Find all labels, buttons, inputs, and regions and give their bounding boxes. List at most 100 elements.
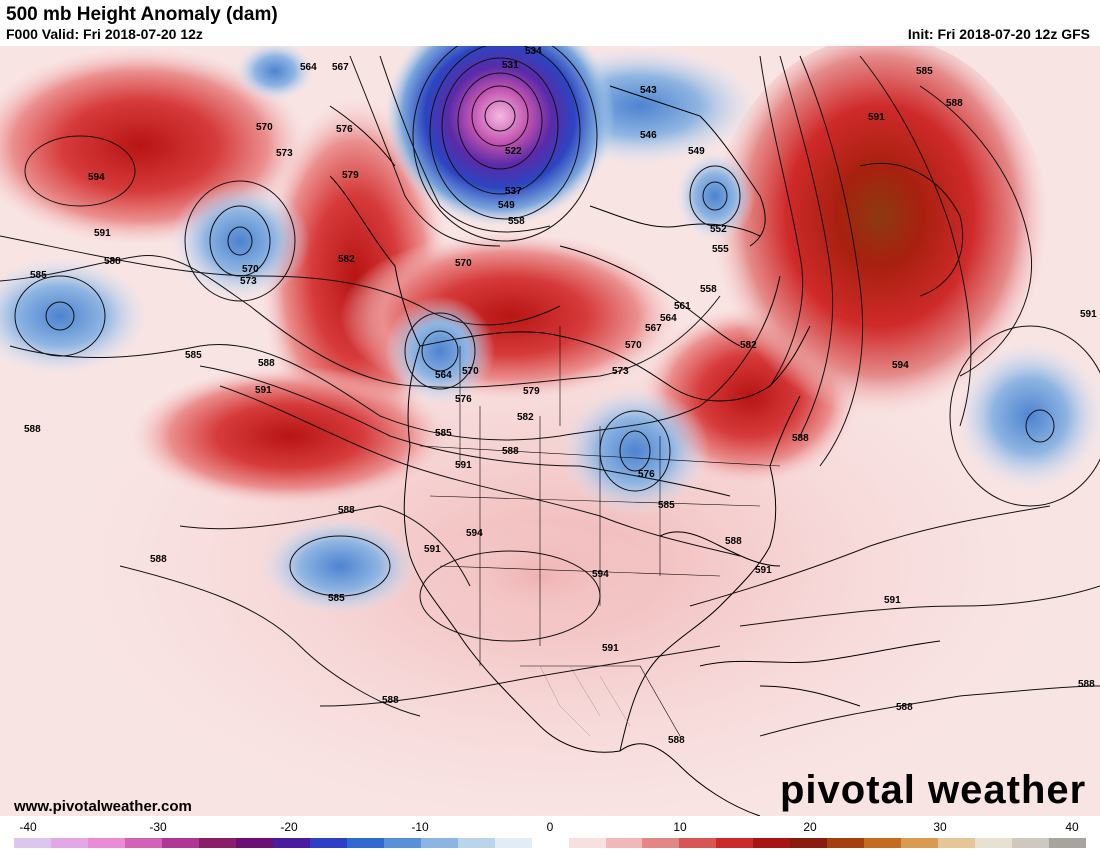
contour-label: 588: [946, 98, 963, 109]
contour-label: 576: [455, 394, 472, 405]
contour-label: 576: [638, 469, 655, 480]
colorbar-swatch: [457, 838, 495, 848]
colorbar-swatch: [272, 838, 310, 848]
colorbar-swatch: [420, 838, 458, 848]
contour-label: 591: [455, 460, 472, 471]
contour-label: 588: [1078, 679, 1095, 690]
colorbar-label: -10: [411, 820, 429, 834]
colorbar-label: 20: [803, 820, 817, 834]
contour-label: 582: [740, 340, 757, 351]
anomaly-low-west-pacific: [0, 256, 150, 376]
contour-label: 585: [30, 270, 47, 281]
contour-label: 537: [505, 186, 522, 197]
colorbar-label: -30: [149, 820, 167, 834]
colorbar-swatch: [124, 838, 162, 848]
contour-label: 564: [660, 313, 677, 324]
colorbar-swatch: [1012, 838, 1050, 848]
header: 500 mb Height Anomaly (dam) F000 Valid: …: [0, 0, 1100, 46]
colorbar-swatch: [494, 838, 532, 848]
contour-label: 582: [517, 412, 534, 423]
contour-label: 564: [300, 62, 317, 73]
site-url: www.pivotalweather.com: [14, 798, 192, 815]
contour-label: 570: [625, 340, 642, 351]
contour-label: 567: [332, 62, 349, 73]
contour-label: 591: [1080, 309, 1097, 320]
colorbar-label: -20: [280, 820, 298, 834]
anomaly-low-eastern-pacific: [260, 516, 420, 616]
colorbar: -40 -30 -20 -10 0 10 20 30 40: [14, 816, 1087, 850]
contour-label: 549: [498, 200, 515, 211]
contour-label: 567: [645, 323, 662, 334]
anomaly-low-great-lakes: [560, 386, 710, 516]
contour-label: 564: [435, 370, 452, 381]
contour-label: 594: [592, 569, 609, 580]
colorbar-label: 40: [1065, 820, 1079, 834]
contour-label: 588: [668, 735, 685, 746]
colorbar-strip: [14, 838, 1087, 848]
anomaly-low-labrador: [675, 151, 755, 241]
colorbar-swatch: [14, 838, 51, 848]
contour-label: 585: [916, 66, 933, 77]
contour-label: 588: [104, 256, 121, 267]
contour-label: 573: [612, 366, 629, 377]
colorbar-label: 0: [546, 820, 554, 834]
contour-label: 576: [336, 124, 353, 135]
contour-label: 588: [382, 695, 399, 706]
contour-label: 588: [150, 554, 167, 565]
contour-label: 591: [255, 385, 272, 396]
colorbar-label: 30: [933, 820, 947, 834]
valid-time: F000 Valid: Fri 2018-07-20 12z: [6, 26, 203, 42]
colorbar-swatch: [568, 838, 606, 848]
init-time: Init: Fri 2018-07-20 12z GFS: [907, 26, 1090, 42]
contour-label: 585: [185, 350, 202, 361]
contour-label: 579: [523, 386, 540, 397]
anomaly-low-bering: [235, 46, 315, 101]
contour-label: 591: [602, 643, 619, 654]
contour-label: 579: [342, 170, 359, 181]
colorbar-swatch: [531, 838, 569, 848]
colorbar-swatch: [901, 838, 939, 848]
contour-label: 546: [640, 130, 657, 141]
contour-label: 588: [24, 424, 41, 435]
contour-label: 591: [884, 595, 901, 606]
map-title: 500 mb Height Anomaly (dam): [6, 4, 278, 25]
contour-label: 543: [640, 85, 657, 96]
colorbar-swatch: [605, 838, 643, 848]
contour-label: 591: [424, 544, 441, 555]
anomaly-high-ne-pacific: [130, 366, 450, 506]
contour-label: 585: [658, 500, 675, 511]
anomaly-low-aleutians: [170, 181, 310, 301]
colorbar-swatch: [938, 838, 976, 848]
contour-label: 594: [88, 172, 105, 183]
contour-label: 573: [276, 148, 293, 159]
contour-label: 594: [892, 360, 909, 371]
contour-label: 555: [712, 244, 729, 255]
contour-label: 591: [755, 565, 772, 576]
contour-label: 582: [338, 254, 355, 265]
anomaly-low-polar-vortex: [385, 46, 615, 226]
colorbar-swatch: [975, 838, 1013, 848]
coastlines: [329, 85, 941, 816]
colorbar-swatch: [87, 838, 125, 848]
colorbar-swatch: [346, 838, 384, 848]
contour-label: 549: [688, 146, 705, 157]
anomaly-low-atlantic: [955, 341, 1100, 491]
contour-label: 588: [725, 536, 742, 547]
colorbar-swatch: [1049, 838, 1087, 848]
colorbar-label: 10: [673, 820, 687, 834]
contour-labels: 534 531 522 537 549 558 543 546 549 552 …: [24, 46, 1097, 746]
contour-label: 531: [502, 60, 519, 71]
contour-label: 558: [700, 284, 717, 295]
colorbar-swatch: [383, 838, 421, 848]
colorbar-swatch: [309, 838, 347, 848]
contour-label: 591: [868, 112, 885, 123]
contour-label: 570: [256, 122, 273, 133]
colorbar-swatch: [716, 838, 754, 848]
contour-label: 588: [502, 446, 519, 457]
colorbar-swatch: [235, 838, 273, 848]
contour-label: 588: [338, 505, 355, 516]
colorbar-swatch: [753, 838, 791, 848]
contour-label: 534: [525, 46, 542, 57]
contour-label: 585: [328, 593, 345, 604]
contour-label: 588: [792, 433, 809, 444]
